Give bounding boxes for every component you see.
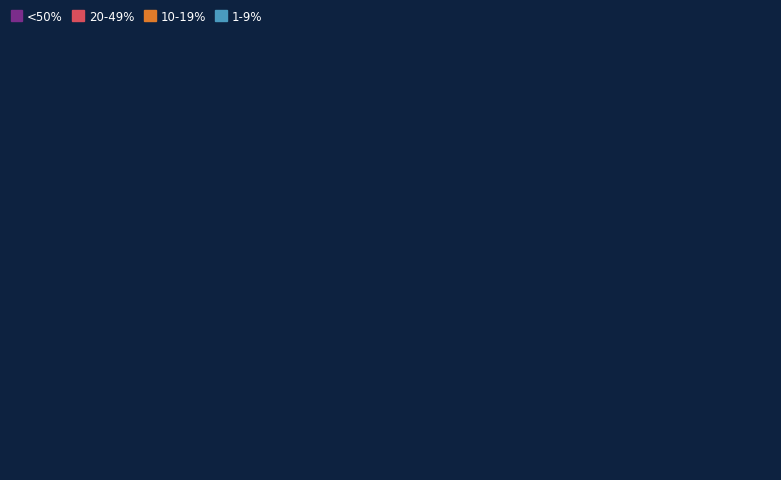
Legend: <50%, 20-49%, 10-19%, 1-9%: <50%, 20-49%, 10-19%, 1-9% <box>6 6 267 28</box>
